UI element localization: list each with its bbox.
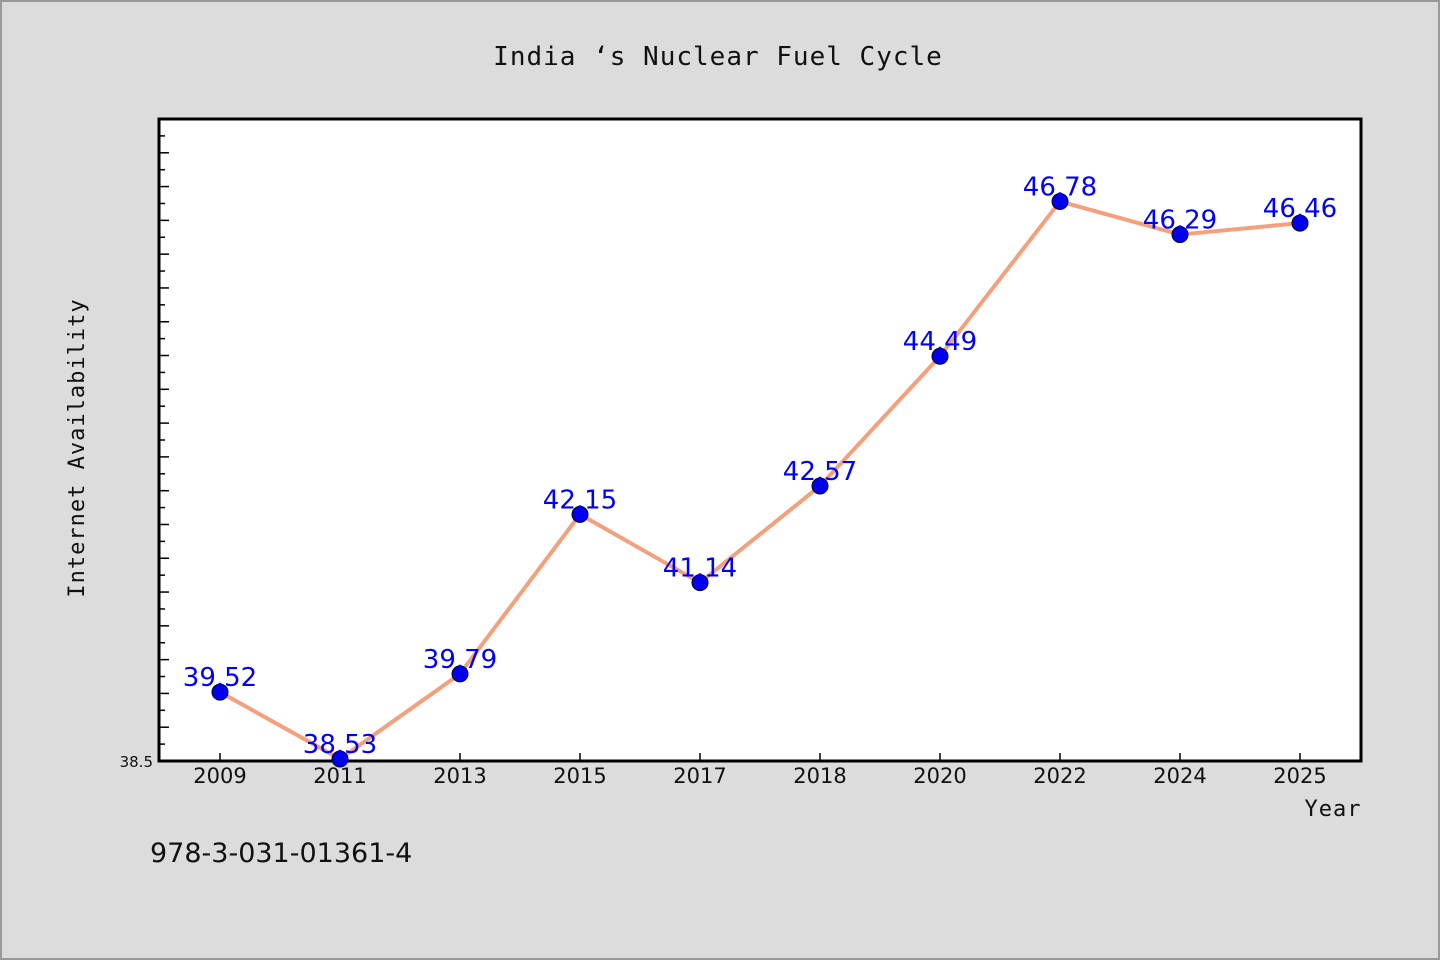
data-point <box>211 683 229 701</box>
data-point <box>1051 192 1069 210</box>
data-label: 41.14 <box>663 554 737 584</box>
x-tick-label: 2020 <box>913 764 966 788</box>
data-label: 44.49 <box>903 327 977 357</box>
data-label: 46.29 <box>1143 206 1217 236</box>
data-label: 46.78 <box>1023 172 1097 202</box>
data-label: 39.52 <box>183 663 257 693</box>
x-tick-label: 2017 <box>673 764 726 788</box>
data-label: 42.57 <box>783 457 857 487</box>
chart-title: India ‘s Nuclear Fuel Cycle <box>493 42 943 72</box>
x-tick-label: 2024 <box>1153 764 1206 788</box>
data-label: 42.15 <box>543 485 617 515</box>
y-tick-label: 38.5 <box>120 753 153 771</box>
x-tick-label: 2025 <box>1273 764 1326 788</box>
data-label: 46.46 <box>1263 194 1337 224</box>
data-point <box>811 477 829 495</box>
data-point <box>451 665 469 683</box>
series-line <box>218 199 1302 761</box>
x-axis-ticks: 2009 2011 2013 2015 2017 2018 2020 2022 2024 2025 <box>193 753 1327 788</box>
x-axis-label: Year <box>1305 797 1362 822</box>
x-tick-label: 2013 <box>433 764 486 788</box>
y-axis-label: Internet Availability <box>65 298 90 597</box>
data-point <box>691 574 709 592</box>
y-axis-ticks: 38.5 <box>120 118 169 771</box>
data-point <box>931 347 949 365</box>
x-tick-label: 2022 <box>1033 764 1086 788</box>
x-tick-label: 2011 <box>313 764 366 788</box>
x-tick-label: 2009 <box>193 764 246 788</box>
x-tick-label: 2015 <box>553 764 606 788</box>
data-point <box>1171 226 1189 244</box>
series-group: 39.52 38.53 39.79 42.15 41.14 42.57 44.49 46.78… <box>183 172 1337 768</box>
x-tick-label: 2018 <box>793 764 846 788</box>
plot-area <box>157 117 1363 763</box>
data-point <box>1291 214 1309 232</box>
data-point <box>331 750 349 768</box>
data-point <box>571 505 589 523</box>
footnote-isbn: 978-3-031-01361-4 <box>150 838 412 869</box>
data-label: 39.79 <box>423 645 497 675</box>
data-label: 38.53 <box>303 730 377 760</box>
